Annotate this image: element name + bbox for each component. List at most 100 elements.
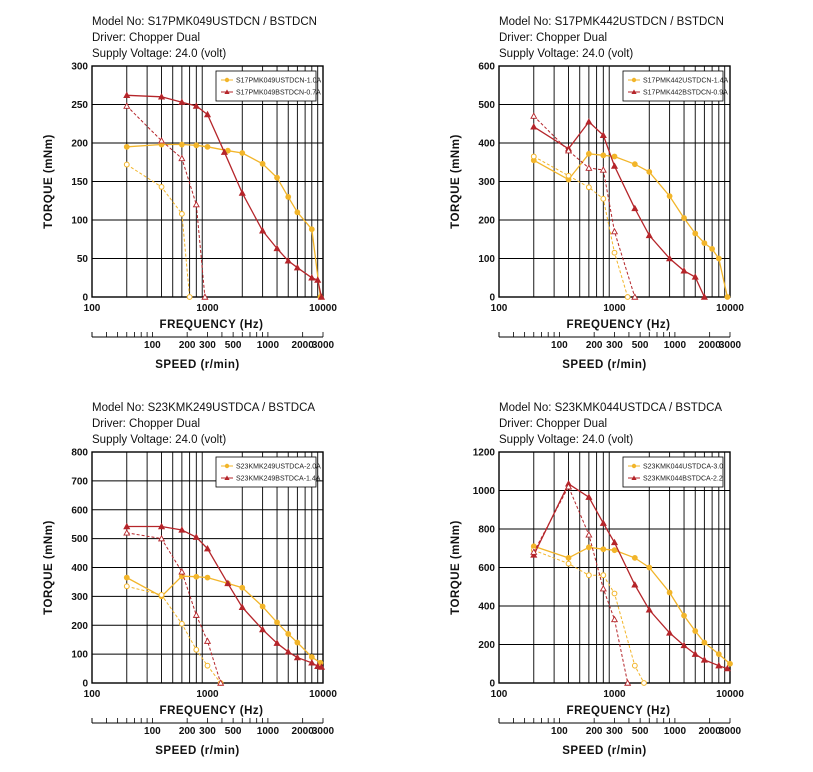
data-point <box>158 592 165 598</box>
series-0 <box>123 141 324 300</box>
data-point <box>158 183 165 190</box>
data-point <box>691 650 699 657</box>
data-point <box>178 526 186 533</box>
data-point <box>193 573 200 580</box>
data-point <box>293 653 301 661</box>
data-point <box>631 662 638 669</box>
data-point <box>692 230 699 237</box>
data-point <box>624 294 631 300</box>
speed-tick-label: 300 <box>606 726 623 737</box>
data-point <box>308 659 316 666</box>
data-point <box>610 615 619 623</box>
x-tick-label: 100 <box>84 303 101 314</box>
data-point <box>530 112 538 119</box>
y-tick-label: 150 <box>71 177 88 188</box>
data-point <box>701 639 708 646</box>
y-tick-label: 300 <box>71 62 88 73</box>
legend-swatch-marker <box>631 77 637 83</box>
legend-swatch-marker <box>631 463 637 469</box>
y-tick-label: 500 <box>478 100 495 111</box>
series-line <box>533 482 728 670</box>
data-point <box>274 619 280 626</box>
data-point <box>530 548 538 555</box>
legend-entry: S17PMK049BSTDCN-0.7A <box>236 90 321 97</box>
legend-swatch-marker <box>224 77 230 83</box>
legend-box <box>622 70 724 102</box>
speed-tick-label: 3000 <box>312 340 335 351</box>
driver-label: Driver: Chopper Dual <box>499 418 608 430</box>
data-point <box>611 547 618 554</box>
data-point <box>666 629 674 636</box>
data-point <box>585 184 592 191</box>
data-point <box>700 293 708 300</box>
legend: S17PMK442USTDCN-1.4A S17PMK442BSTDCN-0.9A <box>622 70 729 102</box>
x-tick-label: 10000 <box>309 689 337 700</box>
series-line <box>126 575 321 664</box>
data-point <box>273 244 281 252</box>
data-point <box>314 662 322 669</box>
data-point <box>193 142 200 149</box>
series-2 <box>123 522 326 670</box>
data-point <box>681 215 687 221</box>
data-point <box>585 544 592 551</box>
y-tick-label: 400 <box>478 602 495 613</box>
speed-tick-label: 300 <box>199 340 216 351</box>
data-point <box>641 680 647 686</box>
data-point <box>123 102 131 109</box>
data-point <box>709 245 716 252</box>
y-tick-label: 200 <box>478 640 495 651</box>
y-tick-label: 500 <box>71 534 88 545</box>
speed-tick-label: 1000 <box>664 726 687 737</box>
data-point <box>610 227 619 235</box>
data-point <box>284 257 292 264</box>
legend-entry: S23KMK249USTDCA-2.0A <box>236 464 321 471</box>
legend-entry: S23KMK044USTDCA-3.0 <box>643 464 723 471</box>
speed-tick-label: 3000 <box>312 726 335 737</box>
data-point <box>631 554 638 561</box>
data-point <box>530 153 537 160</box>
series-2 <box>123 91 326 300</box>
y-tick-label: 300 <box>478 177 495 188</box>
data-point <box>157 136 166 144</box>
data-point <box>201 293 209 300</box>
data-point <box>220 148 228 155</box>
speed-tick-label: 1000 <box>257 340 280 351</box>
data-point <box>204 143 211 150</box>
y-axis-label: TORQUE (mNm) <box>43 134 55 229</box>
data-point <box>631 161 638 168</box>
data-point <box>308 274 316 281</box>
data-point <box>585 150 592 157</box>
data-point <box>157 534 166 542</box>
y-axis-label: TORQUE (mNm) <box>43 520 55 615</box>
y-tick-label: 100 <box>71 216 88 227</box>
data-point <box>178 620 185 627</box>
y-tick-label: 400 <box>478 139 495 150</box>
speed-tick-label: 200 <box>179 726 196 737</box>
legend-entry: S23KMK044BSTDCA-2.2 <box>643 476 723 483</box>
data-point <box>624 679 632 686</box>
x-tick-label: 10000 <box>716 303 744 314</box>
data-point <box>715 255 722 262</box>
data-point <box>123 529 131 536</box>
series-line <box>126 94 323 298</box>
data-point <box>178 98 186 105</box>
supply-voltage: Supply Voltage: 24.0 (volt) <box>92 434 227 446</box>
data-point <box>192 533 200 540</box>
x-axis-label: FREQUENCY (Hz) <box>160 705 264 717</box>
y-tick-label: 800 <box>478 525 495 536</box>
legend-swatch-marker <box>224 89 230 94</box>
data-point <box>285 631 292 637</box>
x-tick-label: 1000 <box>196 689 219 700</box>
data-point <box>192 102 200 109</box>
x-tick-label: 100 <box>491 303 508 314</box>
y-tick-label: 1200 <box>473 448 496 459</box>
legend-box <box>215 70 317 102</box>
legend: S17PMK049USTDCN-1.0A S17PMK049BSTDCN-0.7A <box>215 70 322 102</box>
data-point <box>239 150 246 156</box>
y-tick-label: 100 <box>71 650 88 661</box>
series-0 <box>530 150 731 300</box>
data-point <box>285 194 292 200</box>
series-line <box>533 115 636 298</box>
speed-tick-label: 1000 <box>257 726 280 737</box>
